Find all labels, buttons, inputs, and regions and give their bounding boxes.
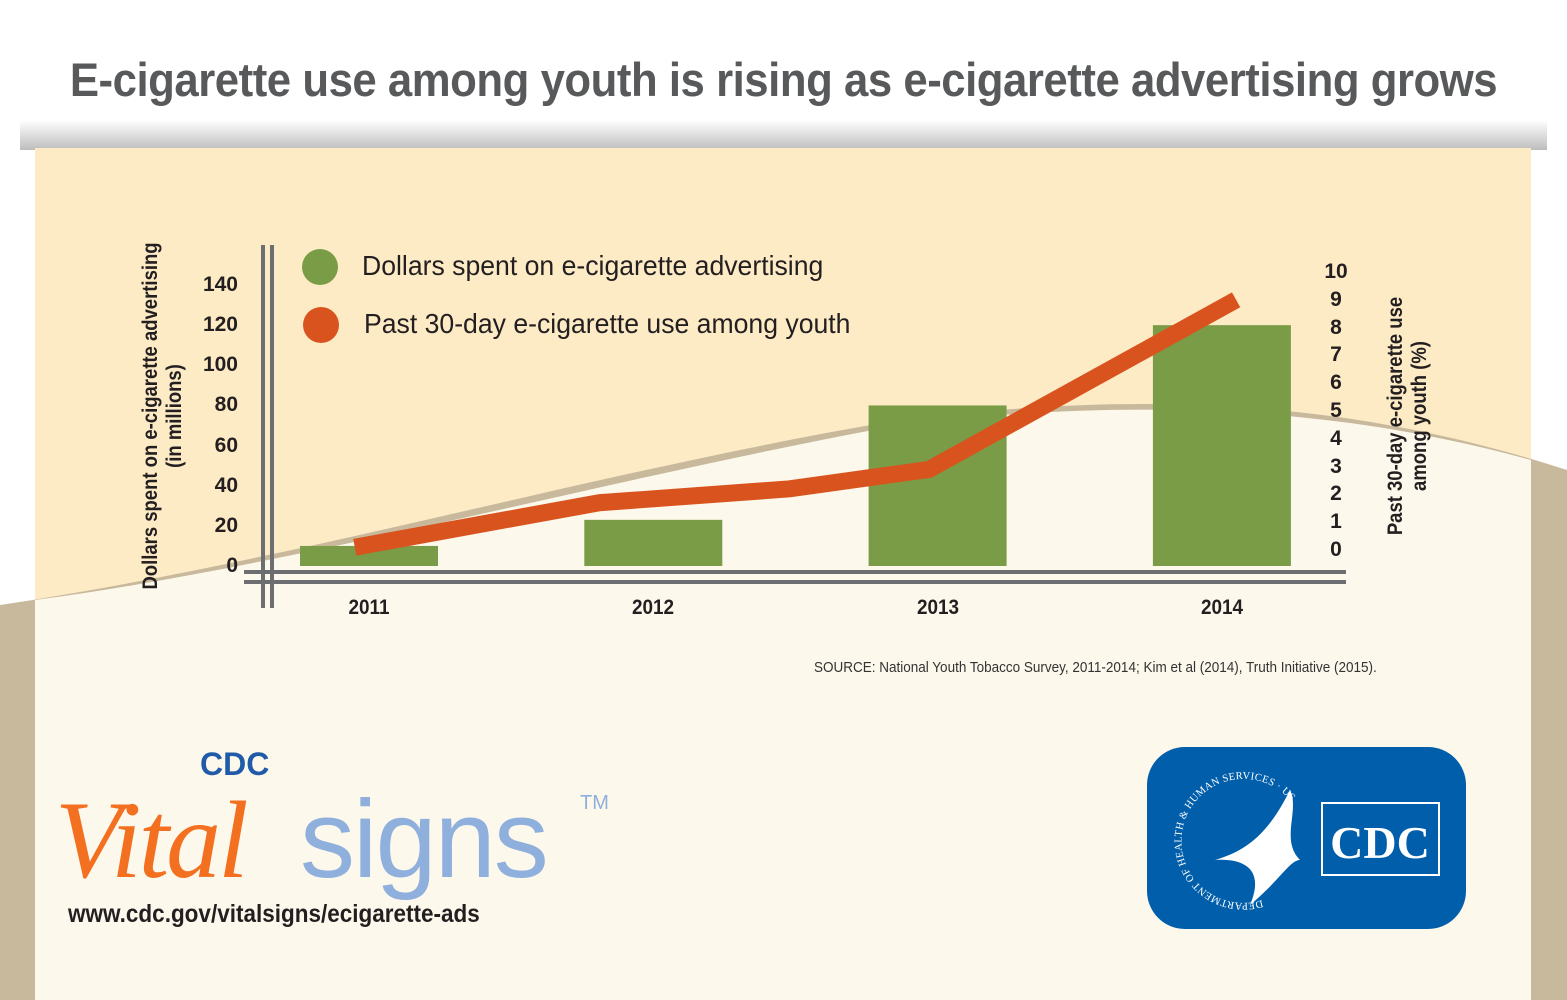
- vitalsigns-url[interactable]: www.cdc.gov/vitalsigns/ecigarette-ads: [68, 900, 480, 928]
- legend-label-advertising: Dollars spent on e-cigarette advertising: [362, 250, 824, 281]
- y-left-tick-label: 80: [214, 393, 238, 417]
- y-left-tick-label: 120: [202, 313, 238, 337]
- y-right-tick-label: 2: [1330, 482, 1342, 506]
- cdc-logo-text: CDC: [1330, 817, 1430, 868]
- y-left-tick-label: 140: [202, 273, 238, 296]
- y-right-tick-label: 6: [1330, 371, 1342, 395]
- y-right-tick-label: 5: [1330, 399, 1342, 422]
- bar-2011: [300, 545, 438, 566]
- y-axis-line: [261, 245, 265, 608]
- x-tick-label: 2013: [916, 596, 959, 619]
- hhs-eagle-icon: [1215, 790, 1300, 905]
- signs-wordmark: signs: [300, 778, 549, 901]
- bar-2014: [1152, 325, 1291, 566]
- y-right-tick-label: 1: [1330, 510, 1342, 534]
- y-left-title-line2: (in millions): [163, 364, 186, 468]
- x-tick-label: 2014: [1200, 596, 1243, 619]
- cdc-wordmark: CDC: [200, 746, 270, 782]
- panel-shadow: [20, 120, 1547, 150]
- y-axis-line-2: [270, 245, 274, 608]
- y-left-tick-label: 0: [226, 554, 238, 577]
- plot-area: [300, 292, 1291, 566]
- bar-2012: [584, 519, 723, 566]
- y-right-title-line1: Past 30-day e-cigarette use: [1384, 296, 1407, 536]
- y-right-title-line2: among youth (%): [1408, 341, 1431, 491]
- vital-wordmark: Vital: [55, 779, 249, 901]
- y-right-tick-label: 4: [1330, 426, 1342, 450]
- y-left-axis-title: Dollars spent on e-cigarette advertising…: [139, 242, 187, 589]
- x-axis-line-2: [244, 580, 1346, 584]
- trademark: TM: [580, 792, 609, 814]
- page-title: E-cigarette use among youth is rising as…: [69, 53, 1498, 106]
- legend-marker-youth-use: [303, 307, 339, 343]
- y-left-tick-label: 100: [202, 353, 238, 377]
- y-right-tick-label: 0: [1330, 538, 1342, 561]
- y-left-title-line1: Dollars spent on e-cigarette advertising: [139, 242, 162, 590]
- y-right-axis-title: Past 30-day e-cigarette use among youth …: [1384, 297, 1432, 535]
- source-note: SOURCE: National Youth Tobacco Survey, 2…: [814, 659, 1377, 676]
- y-right-tick-label: 3: [1330, 454, 1342, 478]
- y-right-tick-label: 8: [1330, 315, 1342, 339]
- x-tick-label: 2012: [632, 596, 675, 619]
- legend-marker-advertising: [302, 249, 338, 285]
- y-left-tick-label: 40: [214, 473, 238, 497]
- y-left-tick-label: 20: [214, 513, 238, 537]
- x-tick-label: 2011: [348, 596, 390, 619]
- logo-background: [1147, 747, 1466, 929]
- legend-label-youth-use: Past 30-day e-cigarette use among youth: [364, 308, 851, 339]
- y-left-tick-label: 60: [214, 433, 238, 457]
- cdc-logo-frame: [1321, 802, 1440, 876]
- y-right-tick-label: 9: [1330, 287, 1342, 311]
- x-axis-line: [244, 570, 1346, 574]
- y-right-tick-label: 7: [1330, 343, 1342, 367]
- y-right-tick-label: 10: [1324, 260, 1348, 283]
